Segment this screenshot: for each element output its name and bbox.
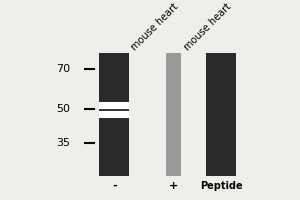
Text: mouse heart: mouse heart (129, 2, 180, 52)
Bar (206, 53, 236, 176)
Text: Peptide: Peptide (200, 181, 243, 191)
Text: mouse heart: mouse heart (183, 2, 234, 52)
Text: 50: 50 (56, 104, 70, 114)
Bar (100, 53, 129, 176)
Text: -: - (112, 181, 117, 191)
Text: 70: 70 (56, 64, 70, 74)
Text: 35: 35 (56, 138, 70, 148)
Bar (100, 102, 129, 118)
Bar (166, 53, 181, 176)
Text: +: + (169, 181, 178, 191)
